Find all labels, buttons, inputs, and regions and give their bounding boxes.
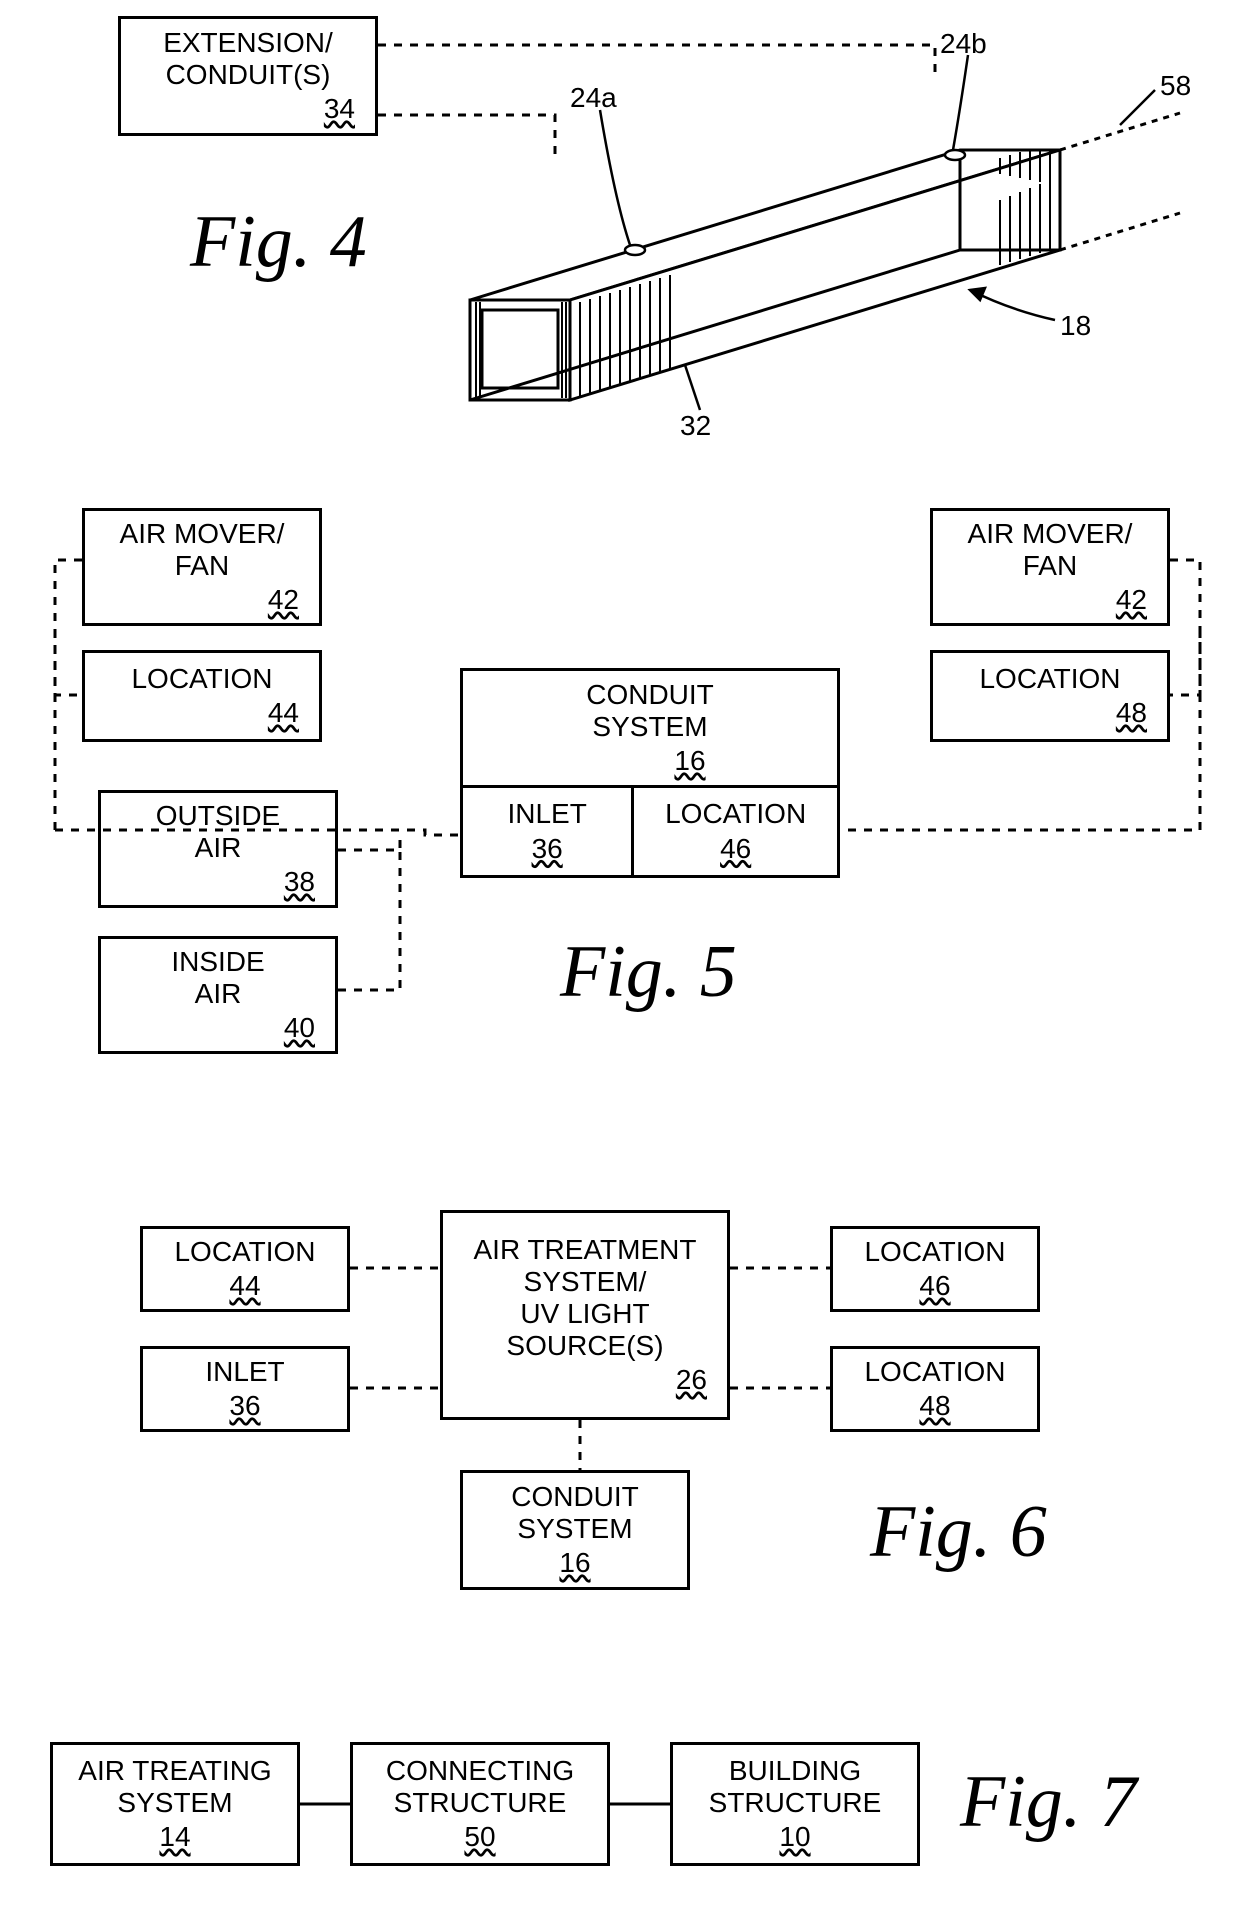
callout-58: 58 [1160, 70, 1191, 102]
label: LOCATION [665, 798, 806, 830]
ref: 26 [676, 1364, 707, 1396]
label: CONDUIT SYSTEM [586, 679, 714, 743]
fig6-title: Fig. 6 [870, 1490, 1047, 1575]
label: EXTENSION/ CONDUIT(S) [163, 27, 333, 91]
callout-32: 32 [680, 410, 711, 442]
fig5-title: Fig. 5 [560, 930, 737, 1015]
label: OUTSIDE AIR [156, 800, 280, 864]
box-location-left: LOCATION 44 [82, 650, 322, 742]
ref: 16 [674, 745, 705, 777]
ref: 50 [464, 1821, 495, 1853]
ref: 14 [159, 1821, 190, 1853]
ref: 36 [229, 1390, 260, 1422]
ref: 44 [229, 1270, 260, 1302]
box-air-treating: AIR TREATING SYSTEM 14 [50, 1742, 300, 1866]
sub-location: LOCATION 46 [634, 785, 837, 875]
box-inlet-36: INLET 36 [140, 1346, 350, 1432]
ref: 42 [1116, 584, 1147, 616]
label: AIR TREATING SYSTEM [78, 1755, 271, 1819]
ref: 46 [919, 1270, 950, 1302]
box-location-46: LOCATION 46 [830, 1226, 1040, 1312]
ref: 16 [559, 1547, 590, 1579]
page: EXTENSION/ CONDUIT(S) 34 Fig. 4 24a 24b … [0, 0, 1240, 1906]
ref: 48 [1116, 697, 1147, 729]
ref: 46 [720, 833, 751, 865]
box-location-48: LOCATION 48 [830, 1346, 1040, 1432]
callout-24b: 24b [940, 28, 987, 60]
box-air-treatment: AIR TREATMENT SYSTEM/ UV LIGHT SOURCE(S)… [440, 1210, 730, 1420]
box-conduit-system-6: CONDUIT SYSTEM 16 [460, 1470, 690, 1590]
label: CONNECTING STRUCTURE [386, 1755, 574, 1819]
label: LOCATION [864, 1356, 1005, 1388]
label: INLET [205, 1356, 284, 1388]
ref: 42 [268, 584, 299, 616]
box-air-mover-right: AIR MOVER/ FAN 42 [930, 508, 1170, 626]
ref: 44 [268, 697, 299, 729]
label: AIR MOVER/ FAN [120, 518, 285, 582]
label: LOCATION [979, 663, 1120, 695]
fig4-title: Fig. 4 [190, 200, 367, 285]
box-outside-air: OUTSIDE AIR 38 [98, 790, 338, 908]
callout-24a: 24a [570, 82, 617, 114]
ref: 34 [324, 93, 355, 125]
ref: 36 [532, 833, 563, 865]
box-inside-air: INSIDE AIR 40 [98, 936, 338, 1054]
label: LOCATION [864, 1236, 1005, 1268]
label: BUILDING STRUCTURE [709, 1755, 882, 1819]
ref: 40 [284, 1012, 315, 1044]
box-extension-conduits: EXTENSION/ CONDUIT(S) 34 [118, 16, 378, 136]
fig7-title: Fig. 7 [960, 1760, 1137, 1845]
label: LOCATION [174, 1236, 315, 1268]
box-air-mover-left: AIR MOVER/ FAN 42 [82, 508, 322, 626]
ref: 48 [919, 1390, 950, 1422]
box-connecting: CONNECTING STRUCTURE 50 [350, 1742, 610, 1866]
sub-inlet: INLET 36 [463, 785, 634, 875]
box-location-44: LOCATION 44 [140, 1226, 350, 1312]
label: LOCATION [131, 663, 272, 695]
box-location-right: LOCATION 48 [930, 650, 1170, 742]
box-building: BUILDING STRUCTURE 10 [670, 1742, 920, 1866]
box-conduit-system: CONDUIT SYSTEM 16 INLET 36 LOCATION 46 [460, 668, 840, 878]
ref: 10 [779, 1821, 810, 1853]
ref: 38 [284, 866, 315, 898]
label: AIR TREATMENT SYSTEM/ UV LIGHT SOURCE(S) [474, 1234, 697, 1363]
label: INLET [507, 798, 586, 830]
label: INSIDE AIR [171, 946, 264, 1010]
label: AIR MOVER/ FAN [968, 518, 1133, 582]
callout-18: 18 [1060, 310, 1091, 342]
label: CONDUIT SYSTEM [511, 1481, 639, 1545]
